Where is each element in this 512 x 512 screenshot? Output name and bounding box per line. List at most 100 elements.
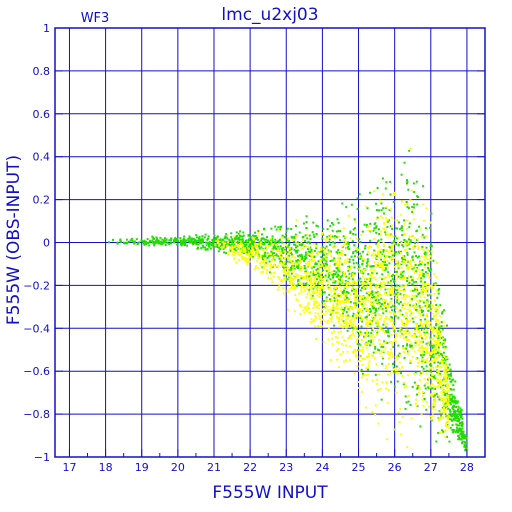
data-point — [456, 401, 459, 404]
data-point — [402, 260, 405, 263]
data-point — [382, 249, 385, 251]
data-point — [325, 269, 328, 272]
data-point — [420, 255, 423, 258]
data-point — [461, 422, 464, 425]
data-point — [241, 244, 244, 247]
data-point — [442, 336, 444, 339]
data-point — [378, 301, 381, 304]
data-point — [443, 380, 446, 383]
data-point — [361, 311, 364, 314]
data-point — [430, 394, 433, 397]
data-point — [206, 242, 209, 244]
data-point — [266, 257, 269, 260]
data-point — [406, 253, 409, 256]
data-point — [399, 301, 402, 303]
x-tick-label-7: 24 — [315, 461, 329, 474]
data-point — [405, 201, 408, 203]
data-point — [373, 249, 376, 252]
data-point — [377, 251, 379, 254]
data-point — [318, 295, 321, 298]
data-point — [343, 301, 346, 304]
data-point — [326, 319, 329, 322]
data-point — [378, 253, 381, 256]
data-point — [286, 254, 289, 257]
data-point — [365, 316, 368, 319]
data-point — [425, 408, 428, 411]
data-point — [412, 218, 415, 221]
data-point — [258, 254, 260, 257]
data-point — [174, 239, 176, 242]
data-point — [430, 384, 433, 387]
data-point — [394, 253, 397, 256]
data-point — [368, 308, 371, 310]
data-point — [435, 377, 438, 380]
data-point — [237, 232, 240, 235]
data-point — [453, 405, 456, 408]
data-point — [324, 320, 327, 323]
data-point — [437, 337, 439, 340]
data-point — [383, 285, 386, 288]
data-point — [396, 332, 398, 335]
data-point — [237, 242, 240, 245]
data-point — [422, 391, 424, 393]
data-point — [371, 305, 374, 308]
data-point — [379, 265, 382, 268]
data-point — [303, 259, 305, 262]
data-point — [339, 330, 342, 333]
data-point — [409, 199, 412, 202]
data-point — [248, 256, 251, 259]
data-point — [417, 264, 420, 267]
data-point — [437, 419, 440, 422]
data-point — [348, 359, 351, 362]
data-point — [353, 266, 356, 269]
data-point — [331, 300, 334, 302]
data-point — [419, 333, 422, 336]
data-point — [449, 426, 452, 429]
data-point — [377, 348, 379, 351]
data-point — [337, 249, 340, 252]
data-point — [215, 240, 218, 243]
data-point — [252, 251, 254, 254]
data-point — [428, 351, 431, 354]
data-point — [247, 241, 250, 244]
data-point — [369, 222, 372, 225]
data-point — [261, 243, 264, 245]
data-point — [344, 305, 347, 308]
data-point — [441, 343, 443, 346]
data-point — [395, 357, 398, 360]
data-point — [391, 316, 394, 319]
data-point — [396, 274, 398, 277]
data-point — [164, 244, 167, 246]
data-point — [337, 279, 340, 282]
data-point — [360, 271, 363, 274]
data-point — [400, 266, 403, 269]
data-point — [379, 255, 382, 258]
data-point — [187, 239, 190, 242]
data-point — [384, 187, 387, 190]
data-point — [404, 203, 406, 206]
data-point — [254, 242, 257, 245]
data-point — [287, 257, 290, 260]
data-point — [291, 279, 294, 282]
data-point — [408, 238, 410, 241]
data-point — [415, 255, 418, 257]
data-point — [422, 274, 425, 277]
data-point — [377, 242, 380, 244]
data-point — [385, 181, 388, 184]
data-point — [437, 374, 440, 377]
data-point — [430, 244, 433, 247]
data-point — [165, 238, 168, 241]
data-point — [242, 251, 245, 254]
data-point — [356, 294, 359, 297]
data-point — [116, 242, 119, 245]
data-point — [282, 266, 285, 268]
data-point — [409, 275, 412, 278]
data-point — [394, 391, 397, 394]
data-point — [394, 251, 397, 254]
data-point — [164, 241, 166, 244]
data-point — [416, 286, 419, 289]
data-point — [315, 233, 318, 235]
data-point — [408, 275, 411, 277]
data-point — [437, 395, 440, 398]
data-point — [366, 325, 369, 328]
